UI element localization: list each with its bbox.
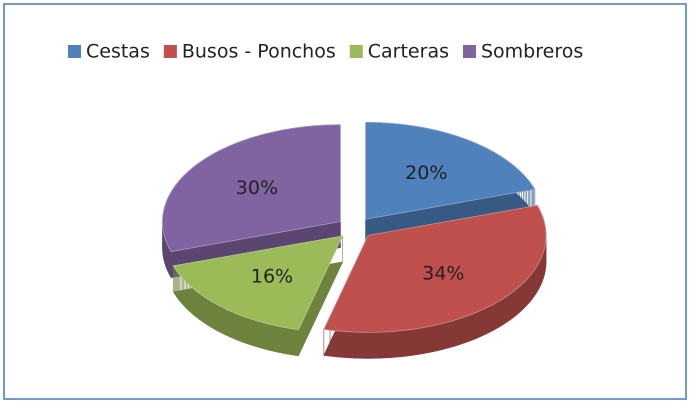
slice-top xyxy=(323,204,547,333)
slice-top xyxy=(162,124,341,253)
slice-top xyxy=(365,121,536,220)
data-label: 30% xyxy=(236,177,278,199)
legend-label: Sombreros xyxy=(481,41,583,63)
legend: Cestas Busos - Ponchos Carteras Sombreros xyxy=(68,41,583,63)
slice xyxy=(323,204,547,359)
slice xyxy=(172,235,344,357)
legend-swatch xyxy=(68,45,81,58)
legend-swatch xyxy=(462,45,476,58)
data-label: 16% xyxy=(251,265,293,287)
legend-label: Cestas xyxy=(86,41,150,63)
legend-label: Carteras xyxy=(368,41,449,63)
legend-label: Busos - Ponchos xyxy=(182,41,336,63)
data-label: 20% xyxy=(405,162,447,184)
legend-swatch xyxy=(163,45,177,58)
data-label: 34% xyxy=(422,262,464,284)
slice-top xyxy=(172,235,344,331)
legend-swatch xyxy=(349,45,363,58)
